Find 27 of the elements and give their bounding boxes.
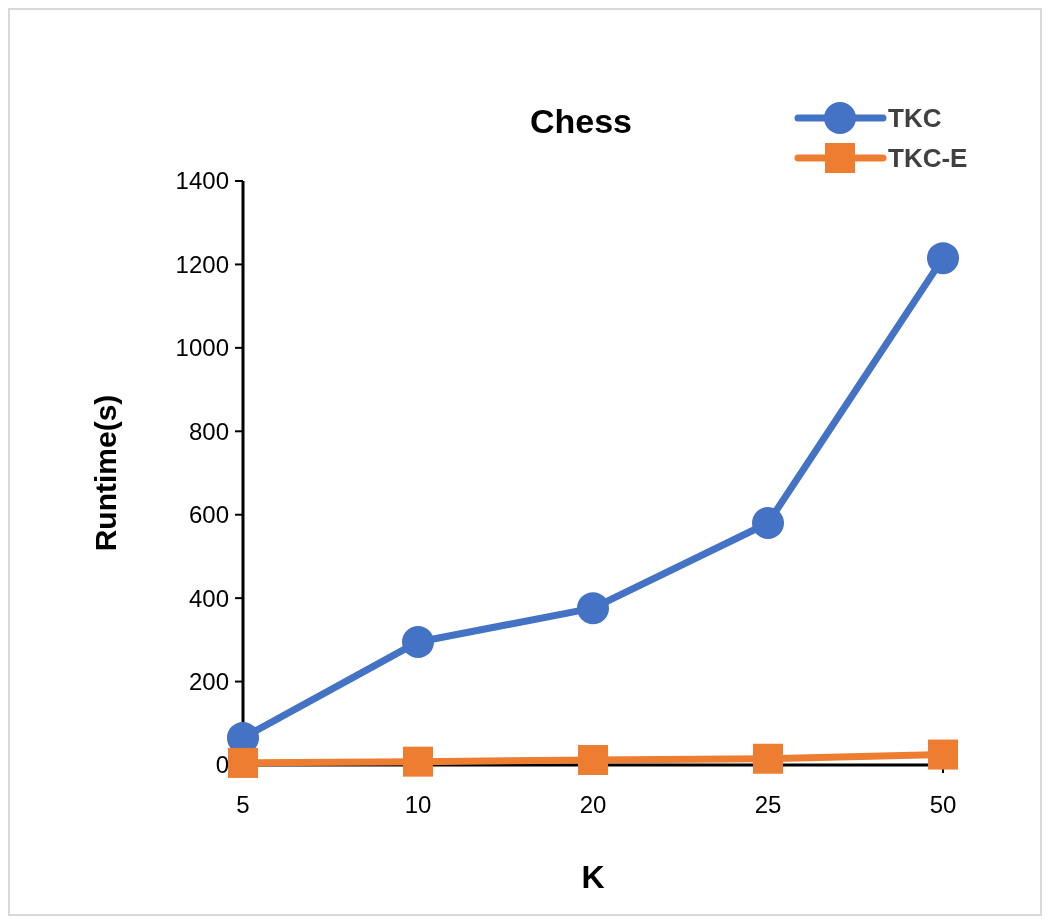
y-axis-title: Runtime(s) xyxy=(89,394,122,552)
y-tick-label: 0 xyxy=(215,751,229,779)
legend-label: TKC xyxy=(888,103,942,134)
y-tick-label: 1000 xyxy=(175,334,229,362)
point xyxy=(578,744,608,775)
point xyxy=(403,746,433,777)
legend-label: TKC-E xyxy=(888,143,968,174)
point xyxy=(753,743,783,774)
x-tick-label: 10 xyxy=(404,791,432,818)
x-tick-label: 25 xyxy=(754,791,782,818)
x-axis-title: K xyxy=(581,859,605,895)
x-tick-label: 20 xyxy=(579,791,607,818)
y-tick-label: 1400 xyxy=(175,167,229,195)
y-tick-label: 400 xyxy=(188,584,229,612)
point xyxy=(577,592,609,625)
point xyxy=(228,747,258,778)
chart-title: Chess xyxy=(529,102,633,140)
y-tick-label: 1200 xyxy=(175,250,229,278)
x-tick-label: 50 xyxy=(929,791,957,818)
x-tick-label: 5 xyxy=(236,791,250,818)
point xyxy=(402,625,434,658)
point xyxy=(928,739,958,770)
point xyxy=(927,242,959,275)
y-tick-label: 800 xyxy=(188,417,229,445)
y-tick-label: 200 xyxy=(188,667,229,695)
y-tick-label: 600 xyxy=(188,501,229,529)
point xyxy=(752,507,784,540)
